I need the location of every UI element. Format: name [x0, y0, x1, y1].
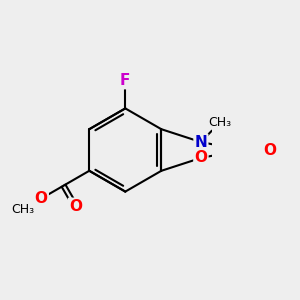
Text: O: O [69, 199, 82, 214]
Text: CH₃: CH₃ [208, 116, 232, 129]
Text: O: O [35, 191, 48, 206]
Text: F: F [120, 73, 130, 88]
Text: CH₃: CH₃ [11, 203, 34, 216]
Text: N: N [194, 135, 207, 150]
Text: O: O [194, 150, 207, 165]
Text: O: O [263, 142, 276, 158]
